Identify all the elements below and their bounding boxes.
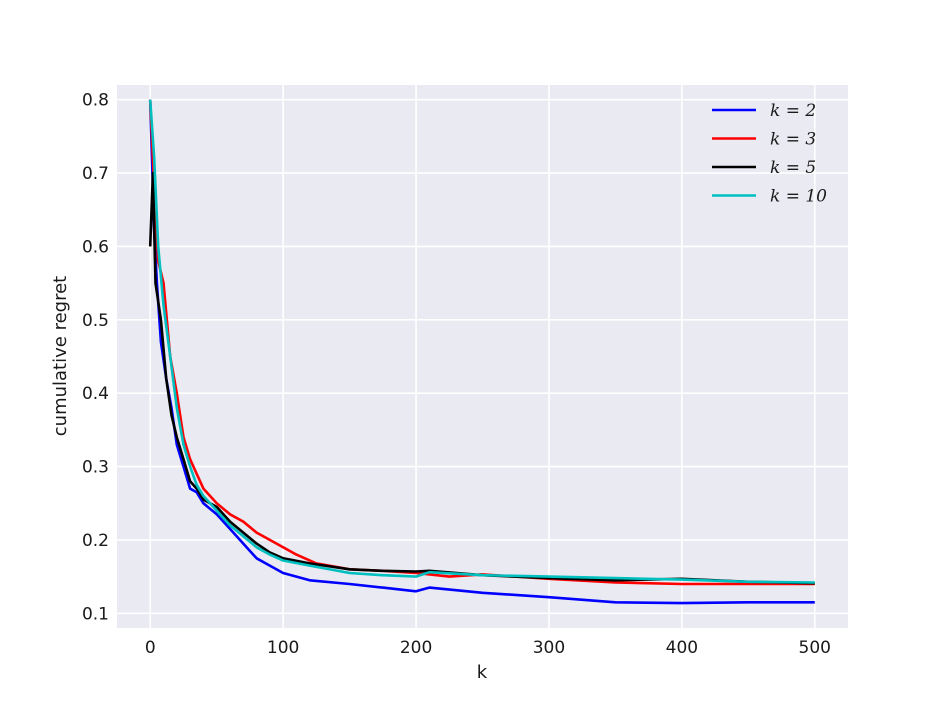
y-tick-label: 0.5 bbox=[82, 311, 109, 331]
legend-label-4: k = 10 bbox=[770, 187, 827, 207]
x-tick-label: 100 bbox=[267, 638, 299, 658]
y-tick-label: 0.8 bbox=[82, 91, 109, 111]
x-axis-label: k bbox=[477, 662, 488, 683]
legend-label-1: k = 2 bbox=[770, 101, 816, 121]
legend-label-2: k = 3 bbox=[770, 130, 816, 150]
y-tick-label: 0.4 bbox=[82, 384, 109, 404]
x-tick-labels: 0 100 200 300 400 500 bbox=[145, 638, 831, 658]
y-axis-label: cumulative regret bbox=[50, 276, 71, 436]
y-tick-label: 0.1 bbox=[82, 604, 109, 624]
y-tick-label: 0.2 bbox=[82, 531, 109, 551]
x-tick-label: 0 bbox=[145, 638, 156, 658]
y-tick-labels: 0.1 0.2 0.3 0.4 0.5 0.6 0.7 0.8 bbox=[82, 91, 109, 625]
y-tick-label: 0.6 bbox=[82, 237, 109, 257]
y-tick-label: 0.7 bbox=[82, 164, 109, 184]
x-tick-label: 300 bbox=[533, 638, 565, 658]
x-tick-label: 400 bbox=[666, 638, 698, 658]
series-lines bbox=[148, 99, 815, 605]
legend-label-3: k = 5 bbox=[770, 158, 816, 178]
series-line-4 bbox=[148, 99, 815, 584]
x-tick-label: 500 bbox=[799, 638, 831, 658]
legend: k = 2 k = 3 k = 5 k = 10 bbox=[712, 101, 827, 207]
y-tick-label: 0.3 bbox=[82, 458, 109, 478]
x-tick-label: 200 bbox=[400, 638, 432, 658]
